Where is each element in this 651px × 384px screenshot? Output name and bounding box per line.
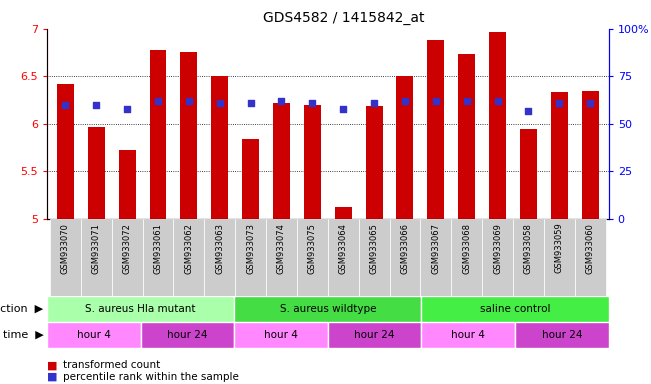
Text: hour 4: hour 4 — [451, 330, 485, 340]
Text: GSM933066: GSM933066 — [400, 223, 409, 274]
FancyBboxPatch shape — [81, 219, 112, 296]
FancyBboxPatch shape — [421, 219, 451, 296]
Text: transformed count: transformed count — [63, 360, 160, 370]
Point — [60, 102, 70, 108]
FancyBboxPatch shape — [173, 219, 204, 296]
Point — [91, 102, 102, 108]
Text: GSM933073: GSM933073 — [246, 223, 255, 274]
Bar — [150, 50, 167, 219]
FancyBboxPatch shape — [389, 219, 421, 296]
FancyBboxPatch shape — [143, 219, 173, 296]
FancyBboxPatch shape — [112, 219, 143, 296]
Text: GSM933069: GSM933069 — [493, 223, 502, 273]
Text: GSM933072: GSM933072 — [122, 223, 132, 273]
Point — [369, 100, 380, 106]
FancyBboxPatch shape — [482, 219, 513, 296]
Point — [153, 98, 163, 104]
Bar — [421, 296, 609, 322]
Point — [462, 98, 472, 104]
FancyBboxPatch shape — [297, 219, 328, 296]
FancyBboxPatch shape — [328, 219, 359, 296]
Bar — [57, 84, 74, 219]
Bar — [118, 151, 135, 219]
Text: ■: ■ — [47, 372, 57, 382]
Text: GSM933059: GSM933059 — [555, 223, 564, 273]
Point — [276, 98, 286, 104]
FancyBboxPatch shape — [544, 219, 575, 296]
Bar — [421, 322, 515, 348]
Bar — [515, 322, 609, 348]
Bar — [141, 322, 234, 348]
Text: GSM933058: GSM933058 — [524, 223, 533, 273]
Point — [523, 108, 534, 114]
Text: S. aureus wildtype: S. aureus wildtype — [279, 304, 376, 314]
Bar — [47, 322, 141, 348]
Bar — [366, 106, 383, 219]
Text: GDS4582 / 1415842_at: GDS4582 / 1415842_at — [263, 11, 424, 25]
Text: hour 24: hour 24 — [167, 330, 208, 340]
Bar — [242, 139, 259, 219]
FancyBboxPatch shape — [451, 219, 482, 296]
Bar — [47, 296, 234, 322]
FancyBboxPatch shape — [266, 219, 297, 296]
Bar — [180, 51, 197, 219]
Text: GSM933067: GSM933067 — [432, 223, 440, 274]
Bar — [489, 31, 506, 219]
Point — [184, 98, 194, 104]
Bar — [520, 129, 537, 219]
Bar — [234, 322, 328, 348]
Bar — [427, 40, 445, 219]
Text: GSM933074: GSM933074 — [277, 223, 286, 273]
Point — [122, 106, 132, 112]
Text: saline control: saline control — [480, 304, 550, 314]
Bar — [88, 127, 105, 219]
Text: GSM933065: GSM933065 — [370, 223, 379, 273]
Text: GSM933070: GSM933070 — [61, 223, 70, 273]
Point — [215, 100, 225, 106]
Point — [245, 100, 256, 106]
FancyBboxPatch shape — [513, 219, 544, 296]
Text: hour 24: hour 24 — [542, 330, 582, 340]
FancyBboxPatch shape — [575, 219, 605, 296]
Text: ■: ■ — [47, 360, 57, 370]
FancyBboxPatch shape — [204, 219, 235, 296]
Text: GSM933071: GSM933071 — [92, 223, 101, 273]
Point — [307, 100, 318, 106]
Point — [554, 100, 564, 106]
Bar — [211, 76, 229, 219]
Text: hour 4: hour 4 — [77, 330, 111, 340]
FancyBboxPatch shape — [235, 219, 266, 296]
Text: GSM933063: GSM933063 — [215, 223, 224, 274]
Text: GSM933068: GSM933068 — [462, 223, 471, 274]
Bar — [273, 103, 290, 219]
Text: GSM933061: GSM933061 — [154, 223, 163, 273]
Text: S. aureus Hla mutant: S. aureus Hla mutant — [85, 304, 196, 314]
Point — [400, 98, 410, 104]
Point — [338, 106, 348, 112]
Bar — [335, 207, 352, 219]
Bar — [458, 55, 475, 219]
Point — [492, 98, 503, 104]
Bar — [551, 91, 568, 219]
Text: GSM933064: GSM933064 — [339, 223, 348, 273]
Text: hour 24: hour 24 — [354, 330, 395, 340]
Text: time  ▶: time ▶ — [3, 330, 44, 340]
FancyBboxPatch shape — [50, 219, 81, 296]
Text: infection  ▶: infection ▶ — [0, 304, 44, 314]
Text: GSM933060: GSM933060 — [586, 223, 594, 273]
Bar — [234, 296, 421, 322]
Text: hour 4: hour 4 — [264, 330, 298, 340]
Bar — [304, 105, 321, 219]
Text: percentile rank within the sample: percentile rank within the sample — [63, 372, 239, 382]
Point — [585, 100, 596, 106]
FancyBboxPatch shape — [359, 219, 389, 296]
Bar — [396, 76, 413, 219]
Text: GSM933075: GSM933075 — [308, 223, 317, 273]
Bar — [582, 91, 599, 219]
Bar — [328, 322, 421, 348]
Text: GSM933062: GSM933062 — [184, 223, 193, 273]
Point — [430, 98, 441, 104]
